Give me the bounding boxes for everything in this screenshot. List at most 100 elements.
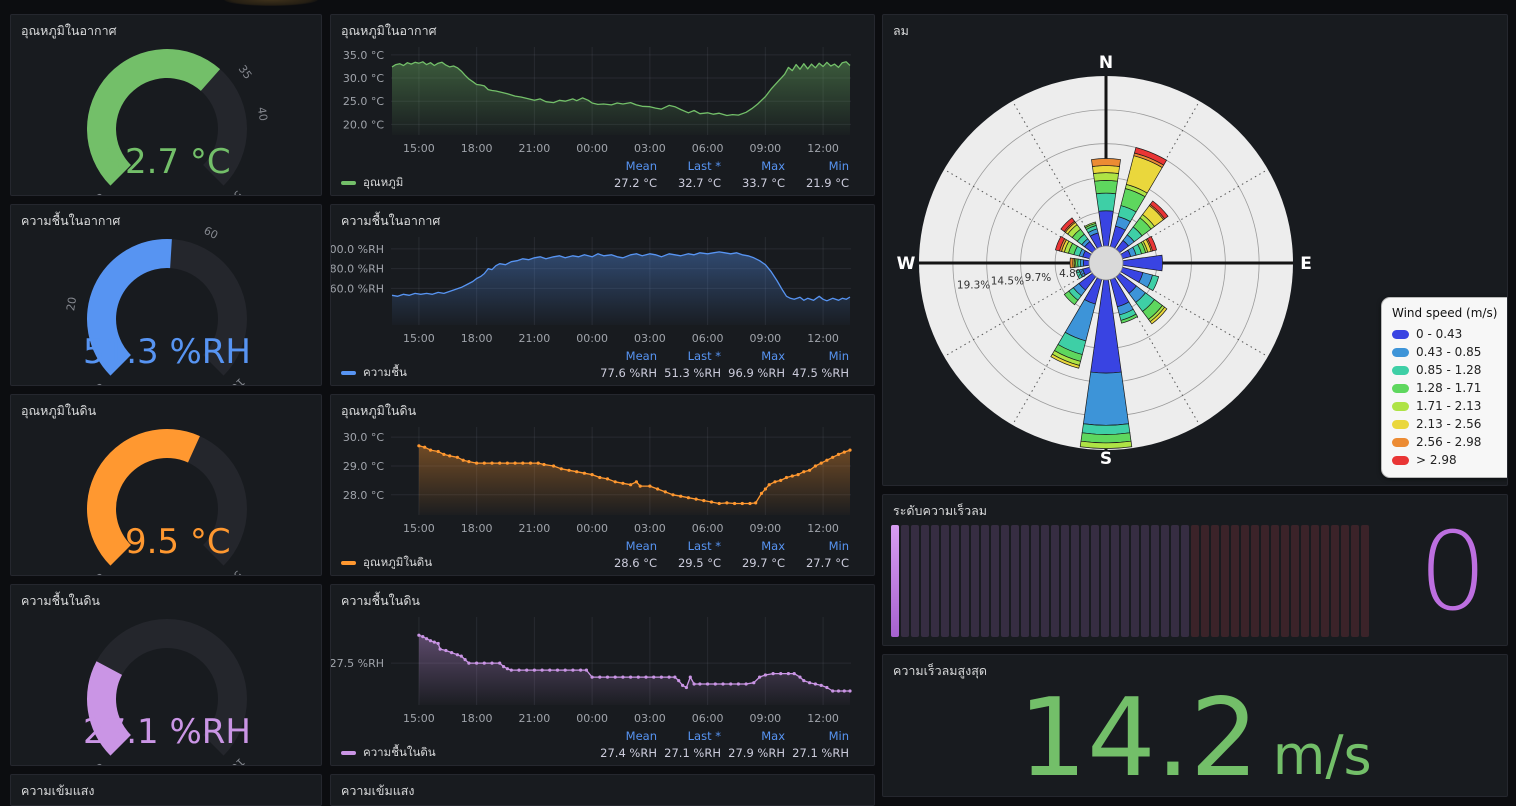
stat-last: 51.3 %RH: [664, 365, 721, 380]
svg-text:12:00: 12:00: [807, 522, 839, 535]
legend-header-last[interactable]: Last *: [687, 728, 721, 743]
svg-text:12:00: 12:00: [807, 332, 839, 345]
svg-text:19.3%: 19.3%: [957, 280, 990, 292]
svg-text:N: N: [1099, 53, 1113, 73]
legend-header-last[interactable]: Last *: [687, 158, 721, 173]
bar-gauge-cell: [1221, 525, 1229, 637]
svg-text:35: 35: [236, 63, 255, 82]
svg-text:100: 100: [223, 375, 247, 386]
soil-humidity-timeseries[interactable]: 15:00 18:00 21:00 00:00 03:00 06:00 09:00 12:00…: [331, 585, 875, 731]
stat-mean: 28.6 °C: [613, 555, 657, 570]
bar-gauge-cell: [931, 525, 939, 637]
panel-title[interactable]: ระดับความเร็วลม: [893, 503, 988, 518]
legend-series[interactable]: อุณหภูมิ: [341, 174, 593, 192]
wind-rose-chart[interactable]: 4.8% 9.7%14.5%19.3% N E S W: [883, 15, 1508, 486]
svg-text:09:00: 09:00: [749, 522, 781, 535]
svg-text:25.0 °C: 25.0 °C: [343, 95, 384, 108]
legend-item: 0 - 0.43: [1392, 325, 1507, 343]
air-temp-timeseries[interactable]: 15:00 18:00 21:00 00:00 03:00 06:00 09:00 12:00…: [331, 15, 875, 161]
bar-gauge-cell: [1231, 525, 1239, 637]
legend-header-min[interactable]: Min: [828, 158, 849, 173]
svg-text:21:00: 21:00: [519, 142, 551, 155]
svg-text:18:00: 18:00: [461, 332, 493, 345]
bar-gauge-cell: [961, 525, 969, 637]
panel-title[interactable]: ความชื้นในดิน: [21, 593, 100, 608]
svg-text:12:00: 12:00: [807, 142, 839, 155]
series-color-swatch: [341, 560, 356, 565]
panel-soil-humidity-chart: ความชื้นในดิน 15:00 18:00 21:00 00:00 03:00 0…: [330, 584, 875, 766]
soil-temp-timeseries[interactable]: 15:00 18:00 21:00 00:00 03:00 06:00 09:00 12:00…: [331, 395, 875, 541]
svg-text:21:00: 21:00: [519, 522, 551, 535]
panel-title[interactable]: ความเข้มแสง: [21, 783, 95, 798]
bar-gauge-cell: [1071, 525, 1079, 637]
legend-item: 2.56 - 2.98: [1392, 433, 1507, 451]
air-humidity-timeseries[interactable]: 15:00 18:00 21:00 00:00 03:00 06:00 09:00 12:00…: [331, 205, 875, 351]
svg-text:06:00: 06:00: [692, 142, 724, 155]
svg-text:06:00: 06:00: [692, 712, 724, 725]
panel-title[interactable]: ความเร็วลมสูงสุด: [893, 663, 988, 678]
bar-gauge-cell: [1091, 525, 1099, 637]
svg-text:60.0 %RH: 60.0 %RH: [331, 282, 384, 295]
legend-header-mean[interactable]: Mean: [625, 158, 657, 173]
svg-text:29.5 °C: 29.5 °C: [103, 522, 230, 562]
bar-gauge-cell: [981, 525, 989, 637]
bar-gauge-cell: [1361, 525, 1369, 637]
bar-gauge-cell: [1101, 525, 1109, 637]
bar-gauge-cell: [1311, 525, 1319, 637]
legend-header-max[interactable]: Max: [761, 538, 785, 553]
panel-title[interactable]: อุณหภูมิในดิน: [341, 403, 417, 418]
legend-header-min[interactable]: Min: [828, 728, 849, 743]
panel-title[interactable]: ความชื้นในอากาศ: [341, 213, 441, 228]
legend-header-min[interactable]: Min: [828, 538, 849, 553]
bar-gauge-cell: [1141, 525, 1149, 637]
bar-gauge-cell: [1271, 525, 1279, 637]
legend-header-min[interactable]: Min: [828, 348, 849, 363]
bar-gauge-cell: [1121, 525, 1129, 637]
svg-text:15:00: 15:00: [403, 142, 435, 155]
legend-series[interactable]: อุณหภูมิในดิน: [341, 554, 593, 572]
stat-last: 32.7 °C: [677, 175, 721, 190]
panel-title[interactable]: ลม: [893, 23, 909, 38]
svg-text:30.0 °C: 30.0 °C: [343, 431, 384, 444]
legend-header-last[interactable]: Last *: [687, 538, 721, 553]
chart-legend: Mean Last * Max Min อุณหภูมิ 27.2 °C 32.…: [331, 157, 874, 191]
svg-text:30.0 °C: 30.0 °C: [343, 72, 384, 85]
legend-header-max[interactable]: Max: [761, 728, 785, 743]
panel-title[interactable]: อุณหภูมิในดิน: [21, 403, 97, 418]
panel-soil-temp-chart: อุณหภูมิในดิน 15:00 18:00 21:00 00:00 03:00 0…: [330, 394, 875, 576]
svg-text:W: W: [897, 254, 916, 274]
wind-speed-level-value: 0: [1418, 510, 1488, 635]
stat-min: 27.7 °C: [805, 555, 849, 570]
svg-text:00:00: 00:00: [576, 522, 608, 535]
svg-text:9.7%: 9.7%: [1025, 272, 1052, 284]
panel-title[interactable]: อุณหภูมิในอากาศ: [341, 23, 437, 38]
legend-header-max[interactable]: Max: [761, 348, 785, 363]
stat-min: 27.1 %RH: [792, 745, 849, 760]
panel-title[interactable]: อุณหภูมิในอากาศ: [21, 23, 117, 38]
bar-gauge-cell: [971, 525, 979, 637]
bar-gauge-cell: [1191, 525, 1199, 637]
legend-item: 1.71 - 2.13: [1392, 397, 1507, 415]
panel-light-intensity-left: ความเข้มแสง: [10, 774, 322, 806]
panel-soil-humidity-gauge: ความชื้นในดิน 0 100 27.1 %RH: [10, 584, 322, 766]
bar-gauge-cell: [1061, 525, 1069, 637]
legend-header-mean[interactable]: Mean: [625, 538, 657, 553]
legend-series[interactable]: ความชื้นในดิน: [341, 744, 593, 762]
svg-text:14.5%: 14.5%: [991, 276, 1024, 288]
panel-title[interactable]: ความชื้นในอากาศ: [21, 213, 121, 228]
bar-gauge-cell: [1241, 525, 1249, 637]
legend-header-mean[interactable]: Mean: [625, 728, 657, 743]
bar-gauge-cell: [991, 525, 999, 637]
stat-mean: 77.6 %RH: [600, 365, 657, 380]
legend-item: 2.13 - 2.56: [1392, 415, 1507, 433]
legend-header-last[interactable]: Last *: [687, 348, 721, 363]
panel-title[interactable]: ความชื้นในดิน: [341, 593, 420, 608]
bin-color-swatch: [1392, 347, 1409, 357]
partial-logo: [224, 0, 318, 6]
legend-series[interactable]: ความชื้น: [341, 364, 593, 382]
legend-header-max[interactable]: Max: [761, 158, 785, 173]
chart-legend: Mean Last * Max Min ความชื้นในดิน 27.4 %…: [331, 727, 874, 761]
bar-gauge-cell: [1301, 525, 1309, 637]
legend-header-mean[interactable]: Mean: [625, 348, 657, 363]
panel-title[interactable]: ความเข้มแสง: [341, 783, 415, 798]
